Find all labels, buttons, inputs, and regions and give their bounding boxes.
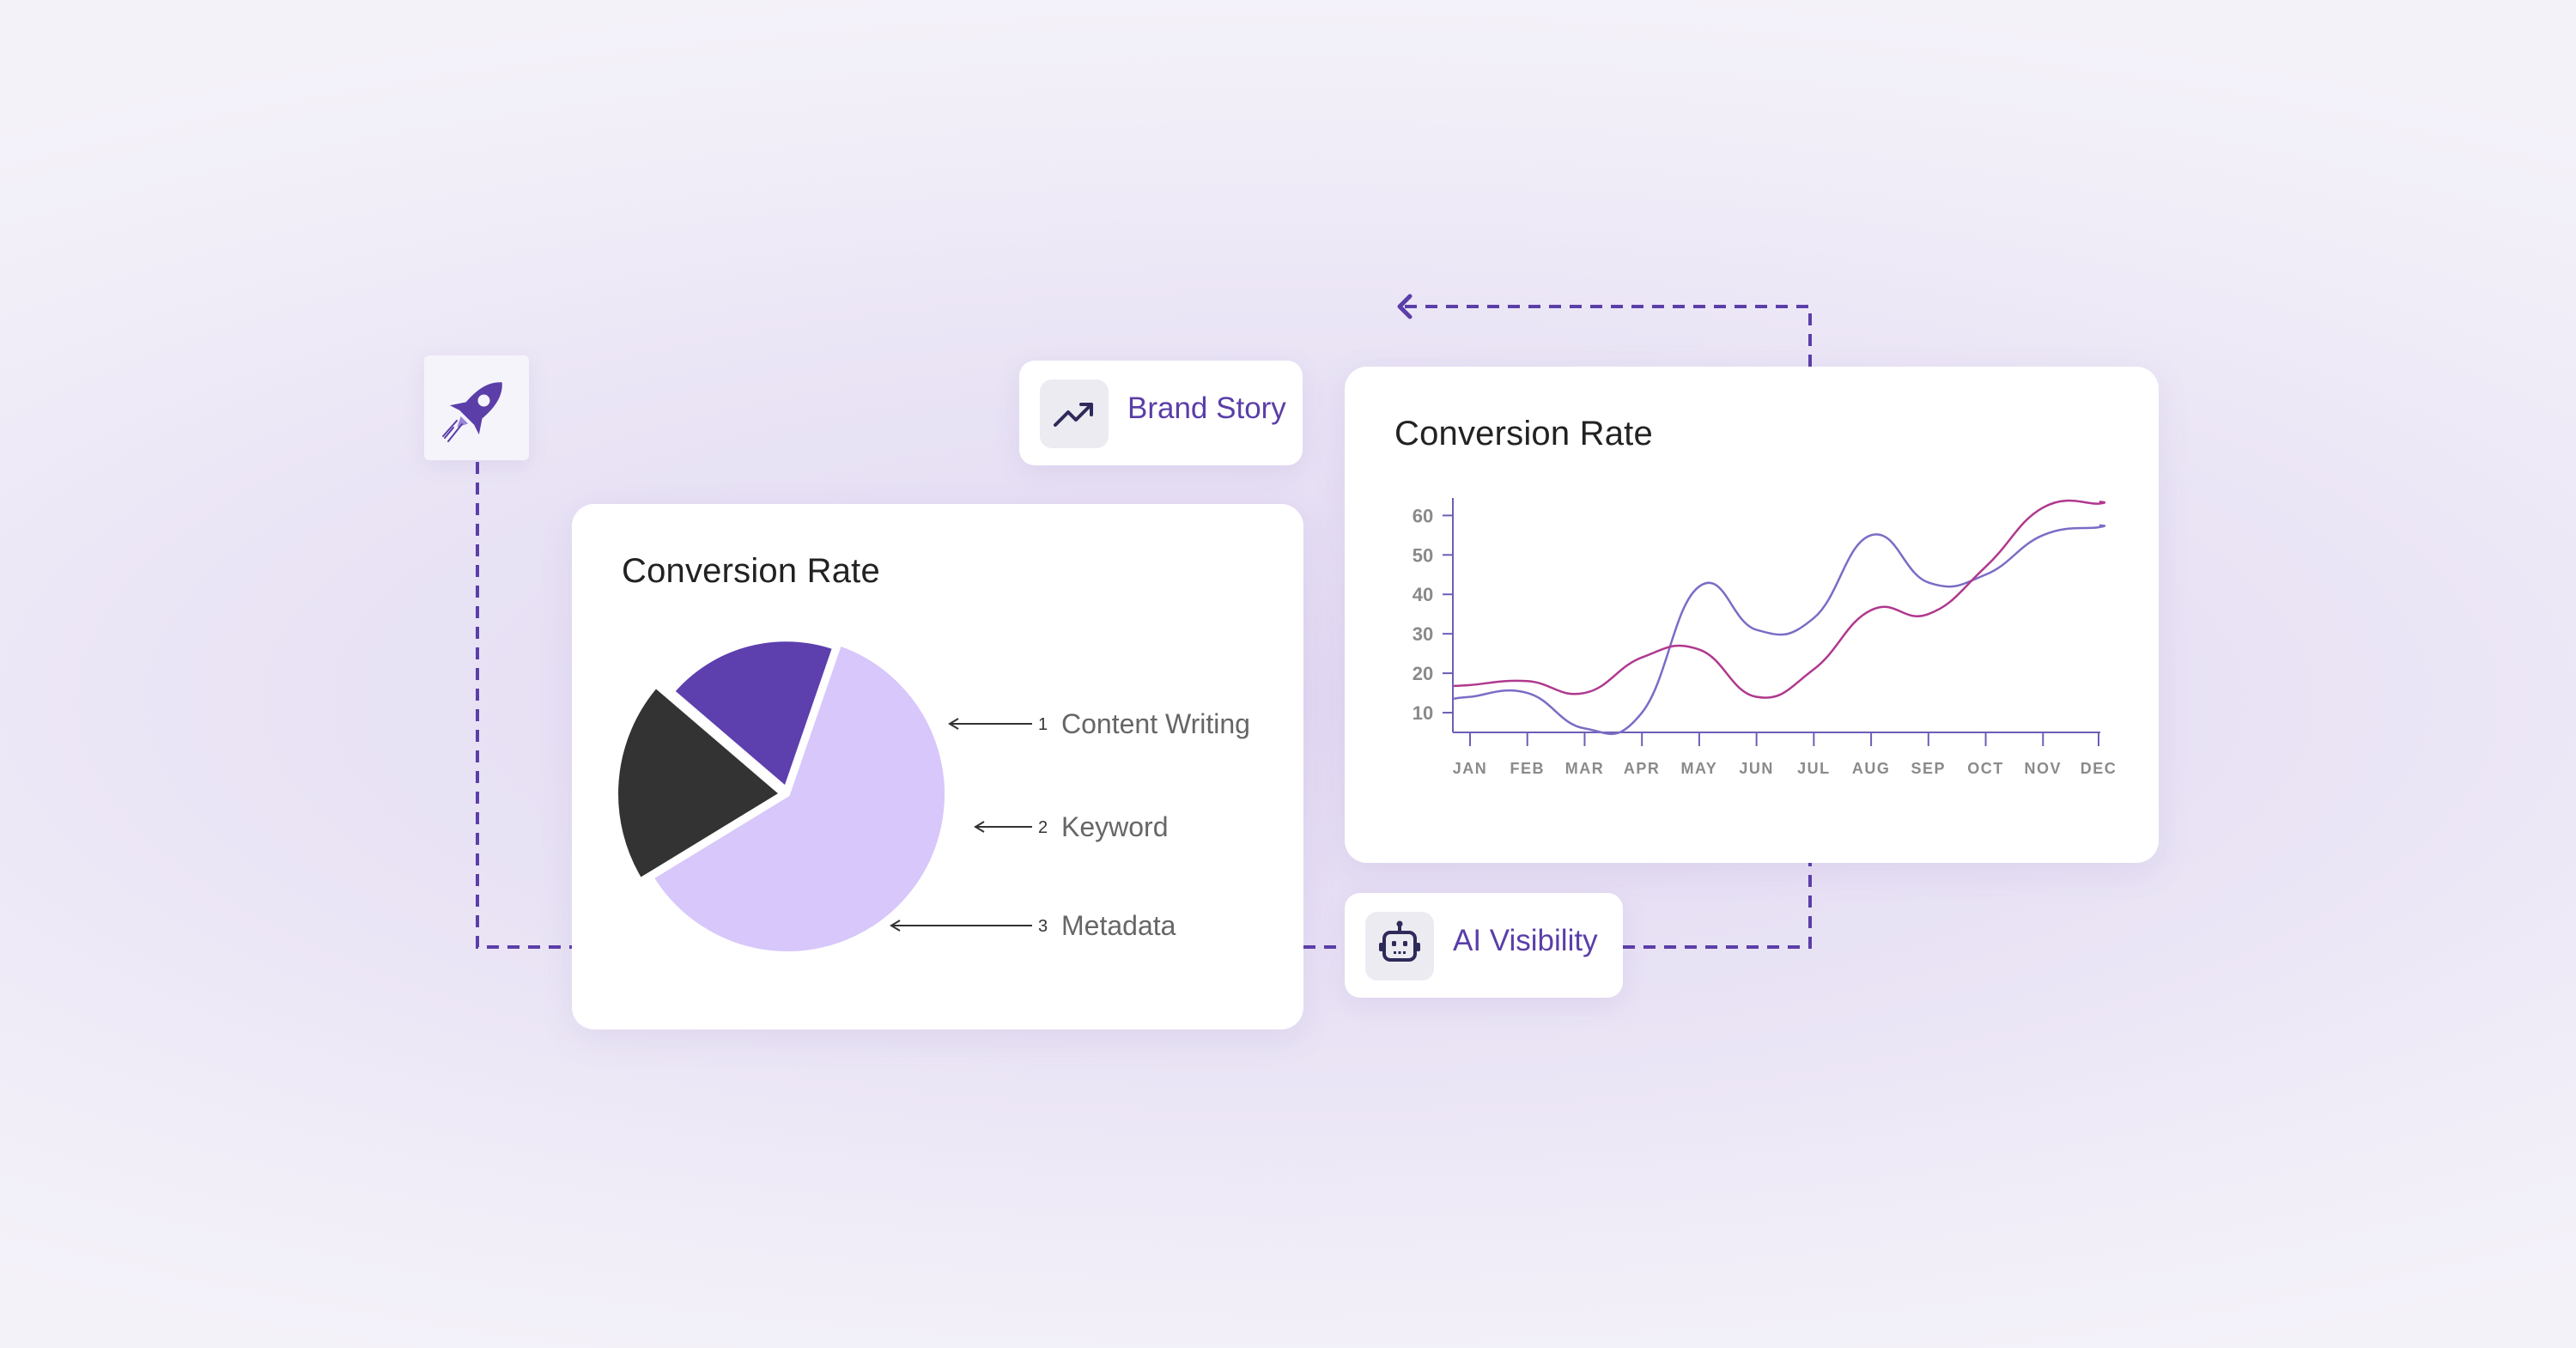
y-tick-label: 60 [1413, 505, 1433, 526]
legend-label: Keyword [1061, 811, 1169, 842]
ai-visibility-label: AI Visibility [1453, 924, 1598, 957]
pie-slice-metadata [669, 636, 838, 792]
arrow-left-icon [974, 821, 985, 833]
y-tick-label: 50 [1413, 544, 1433, 566]
arrow-left-icon [890, 920, 901, 932]
x-tick-label: MAR [1565, 760, 1605, 777]
x-tick-label: SEP [1911, 760, 1947, 777]
y-tick-label: 20 [1413, 663, 1433, 684]
y-tick-label: 10 [1413, 702, 1433, 724]
line-chart-card: Conversion Rate 10 20 30 40 50 60 JAN FEB MAR APR… [1345, 367, 2159, 863]
rocket-to-pie-connector [476, 462, 572, 949]
chevron-left-icon [1397, 294, 1413, 319]
ai-visibility-icon-box [1365, 912, 1434, 981]
x-tick-label: DEC [2081, 760, 2117, 777]
pie-slice-keyword [613, 683, 786, 883]
x-tick-label: MAY [1680, 760, 1717, 777]
line-to-loop-connector [1401, 305, 1812, 367]
pie-slice-content-writing [648, 641, 950, 956]
pie-chart-card: Conversion Rate 1 Content Writing 2 Keyword… [572, 504, 1303, 1029]
x-tick-label: FEB [1510, 760, 1545, 777]
y-tick-label: 40 [1413, 584, 1433, 605]
legend-number: 2 [1038, 818, 1048, 837]
x-tick-label: NOV [2025, 760, 2063, 777]
x-tick-label: AUG [1852, 760, 1891, 777]
brand-story-label: Brand Story [1127, 392, 1286, 425]
legend-number: 3 [1038, 917, 1048, 936]
legend-label: Content Writing [1061, 708, 1250, 739]
pie-chart: 1 Content Writing 2 Keyword 3 Metadata [613, 636, 1250, 956]
line-series-2 [1453, 499, 2106, 699]
brand-story-chip[interactable]: Brand Story [1019, 361, 1303, 465]
trending-up-icon [1054, 403, 1093, 427]
x-tick-label: JUL [1797, 760, 1831, 777]
ai-visibility-chip[interactable]: AI Visibility [1345, 893, 1623, 998]
rocket-icon [442, 382, 502, 442]
y-tick-label: 30 [1413, 623, 1433, 645]
brand-story-icon-box [1040, 380, 1109, 448]
robot-icon [1379, 920, 1420, 962]
rocket-badge[interactable] [424, 355, 529, 460]
ai-to-line-connector [1623, 863, 1812, 949]
line-series-1 [1453, 524, 2106, 736]
legend-number: 1 [1038, 715, 1048, 734]
x-tick-label: OCT [1967, 760, 2004, 777]
x-tick-label: APR [1624, 760, 1661, 777]
line-chart-title: Conversion Rate [1394, 415, 1653, 452]
legend-label: Metadata [1061, 910, 1176, 941]
pie-chart-title: Conversion Rate [622, 552, 880, 590]
line-chart: 10 20 30 40 50 60 JAN FEB MAR APR MAY JUN JUL AUG SEP O… [1413, 498, 2117, 777]
arrow-left-icon [948, 718, 959, 730]
x-tick-label: JUN [1739, 760, 1774, 777]
x-tick-label: JAN [1453, 760, 1488, 777]
